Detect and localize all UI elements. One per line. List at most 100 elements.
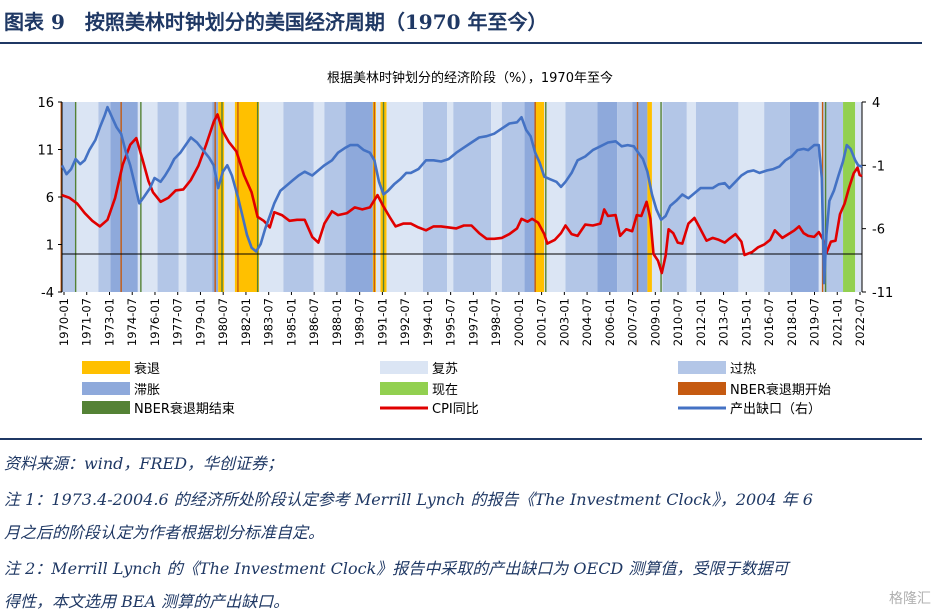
x-tick-label: 2015-01 bbox=[739, 298, 753, 346]
legend-label-recession: 衰退 bbox=[134, 361, 160, 377]
watermark: 格隆汇 bbox=[889, 591, 931, 607]
legend-swatch-nber_end bbox=[82, 401, 130, 414]
x-tick-label: 1997-01 bbox=[466, 298, 480, 346]
phase-band-recovery bbox=[544, 102, 566, 292]
phase-bands bbox=[62, 102, 862, 292]
legend-label-recovery: 复苏 bbox=[432, 361, 458, 377]
phase-band-recession bbox=[647, 102, 652, 292]
phase-band-recovery bbox=[313, 102, 325, 292]
x-tick-label: 2013-07 bbox=[717, 298, 731, 346]
legend-swatch-overheat bbox=[678, 361, 726, 374]
x-tick-label: 2021-01 bbox=[830, 298, 844, 346]
chart-title: 根据美林时钟划分的经济阶段（%），1970年至今 bbox=[327, 70, 613, 86]
economic-cycle-chart: 根据美林时钟划分的经济阶段（%），1970年至今 16 11 6 1 -4 4 -1 -6 -1… bbox=[37, 70, 893, 417]
x-tick-label: 2019-07 bbox=[808, 298, 822, 346]
phase-band-overheat bbox=[98, 102, 111, 292]
phase-band-overheat bbox=[186, 102, 213, 292]
phase-band-overheat bbox=[501, 102, 525, 292]
phase-band-recovery bbox=[651, 102, 663, 292]
x-tick-label: 2010-07 bbox=[671, 298, 685, 346]
phase-band-stagflation bbox=[345, 102, 373, 292]
phase-band-recovery bbox=[137, 102, 158, 292]
phase-band-recovery bbox=[178, 102, 187, 292]
x-tick-label: 1995-07 bbox=[444, 298, 458, 346]
left-tick-label: -4 bbox=[41, 286, 54, 301]
legend-label-stagflation: 滞胀 bbox=[134, 383, 160, 398]
x-tick-label: 2007-07 bbox=[626, 298, 640, 346]
phase-band-recovery bbox=[447, 102, 454, 292]
left-tick-label: 6 bbox=[46, 191, 54, 206]
x-tick-label: 1998-07 bbox=[489, 298, 503, 346]
phase-band-stagflation bbox=[632, 102, 648, 292]
legend-swatch-recession bbox=[82, 361, 130, 374]
x-tick-label: 1980-07 bbox=[216, 298, 230, 346]
phase-band-stagflation bbox=[789, 102, 819, 292]
phase-band-recession bbox=[218, 102, 225, 292]
legend-swatch-recovery bbox=[380, 361, 428, 374]
phase-band-overheat bbox=[823, 102, 844, 292]
x-tick-label: 1977-07 bbox=[171, 298, 185, 346]
legend-label-cpi: CPI同比 bbox=[432, 402, 479, 417]
phase-band-overheat bbox=[565, 102, 598, 292]
right-tick-label: -1 bbox=[872, 159, 885, 174]
figure-header: 图表 9 按照美林时钟划分的美国经济周期（1970 年至今） bbox=[0, 0, 941, 44]
legend-swatch-stagflation bbox=[82, 382, 130, 395]
figure-title: 图表 9 按照美林时钟划分的美国经济周期（1970 年至今） bbox=[4, 10, 548, 34]
x-tick-label: 1982-01 bbox=[239, 298, 253, 346]
series bbox=[60, 105, 863, 285]
x-tick-label: 1973-01 bbox=[102, 298, 116, 346]
cpi-line bbox=[61, 113, 863, 275]
x-tick-label: 2022-07 bbox=[853, 298, 867, 346]
x-tick-label: 2003-01 bbox=[557, 298, 571, 346]
x-tick-label: 1986-07 bbox=[307, 298, 321, 346]
legend-label-output_gap: 产出缺口（右） bbox=[730, 402, 821, 417]
left-tick-label: 1 bbox=[46, 239, 54, 254]
output-gap-line bbox=[60, 105, 863, 285]
legend-label-overheat: 过热 bbox=[730, 362, 756, 377]
x-tick-label: 2006-01 bbox=[603, 298, 617, 346]
phase-band-recession bbox=[535, 102, 545, 292]
phase-band-overheat bbox=[453, 102, 492, 292]
x-tick-label: 1991-01 bbox=[375, 298, 389, 346]
right-tick-label: -6 bbox=[872, 223, 885, 238]
note-2-line-2: 得性，本文选用 BEA 测算的产出缺口。 bbox=[4, 592, 290, 611]
legend-swatch-nber_start bbox=[678, 382, 726, 395]
x-tick-label: 2018-01 bbox=[785, 298, 799, 346]
x-tick-label: 2009-01 bbox=[648, 298, 662, 346]
phase-band-overheat bbox=[764, 102, 790, 292]
phase-band-recovery bbox=[224, 102, 235, 292]
phase-band-overheat bbox=[422, 102, 448, 292]
x-tick-label: 2016-07 bbox=[762, 298, 776, 346]
legend-label-nber_start: NBER衰退期开始 bbox=[730, 382, 831, 398]
x-tick-label: 2001-07 bbox=[535, 298, 549, 346]
x-tick-label: 1970-01 bbox=[57, 298, 71, 346]
x-tick-label: 1974-07 bbox=[125, 298, 139, 346]
phase-band-overheat bbox=[283, 102, 314, 292]
note-1-line-2: 月之后的阶段认定为作者根据划分标准自定。 bbox=[4, 523, 325, 542]
right-tick-label: 4 bbox=[872, 96, 880, 111]
note-1-line-1: 注 1：1973.4-2004.6 的经济所处阶段认定参考 Merrill Ly… bbox=[4, 490, 813, 509]
x-tick-label: 2000-01 bbox=[512, 298, 526, 346]
phase-band-recovery bbox=[75, 102, 99, 292]
x-tick-label: 1985-01 bbox=[284, 298, 298, 346]
phase-band-recovery bbox=[386, 102, 423, 292]
axes: 16 11 6 1 -4 4 -1 -6 -11 1970-01 1971-07 1973-01 197… bbox=[37, 96, 893, 346]
left-tick-label: 16 bbox=[37, 96, 54, 111]
x-tick-label: 1989-07 bbox=[353, 298, 367, 346]
phase-band-recovery bbox=[855, 102, 862, 292]
right-tick-label: -11 bbox=[872, 286, 893, 301]
phase-band-overheat bbox=[695, 102, 739, 292]
x-tick-label: 1988-01 bbox=[330, 298, 344, 346]
phase-band-now bbox=[843, 102, 856, 292]
legend-swatch-now bbox=[380, 382, 428, 395]
x-tick-label: 1983-07 bbox=[262, 298, 276, 346]
x-tick-label: 1976-01 bbox=[148, 298, 162, 346]
note-2-line-1: 注 2：Merrill Lynch 的《The Investment Clock… bbox=[4, 559, 789, 578]
x-tick-label: 1971-07 bbox=[80, 298, 94, 346]
source-note: 资料来源：wind，FRED，华创证券； bbox=[4, 454, 284, 473]
phase-band-recovery bbox=[738, 102, 765, 292]
x-tick-label: 1992-07 bbox=[398, 298, 412, 346]
legend-label-now: 现在 bbox=[432, 383, 458, 398]
x-tick-label: 2012-01 bbox=[694, 298, 708, 346]
